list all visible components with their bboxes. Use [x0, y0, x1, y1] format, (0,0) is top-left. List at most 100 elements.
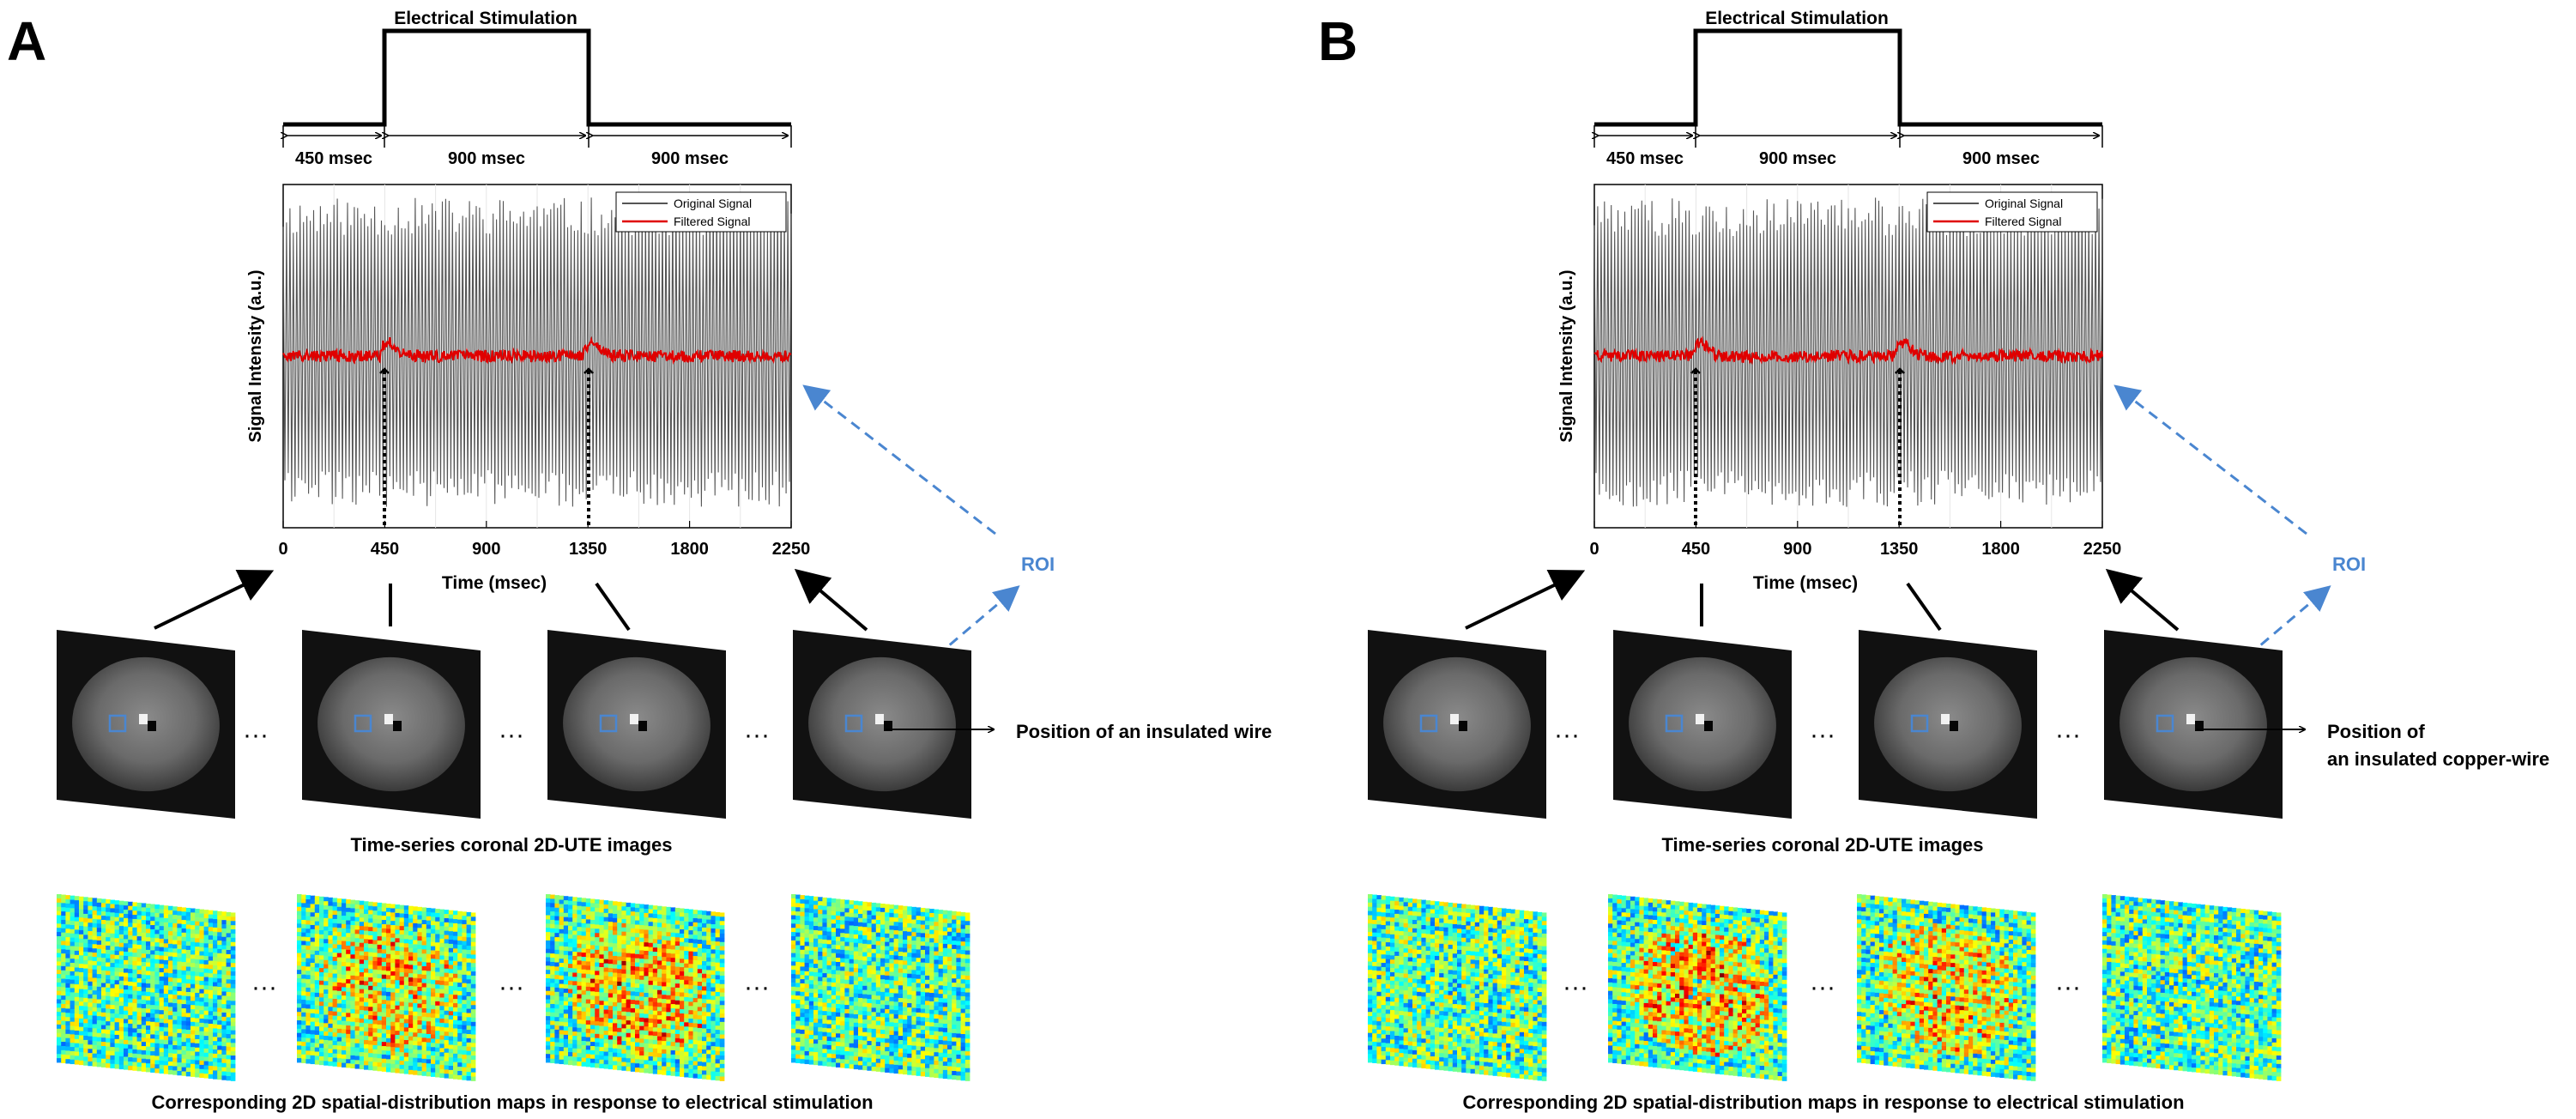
- map-pixel: [226, 995, 232, 1001]
- map-pixel: [301, 903, 306, 908]
- map-pixel: [305, 971, 311, 976]
- map-pixel: [96, 974, 102, 979]
- map-pixel: [621, 973, 626, 978]
- map-pixel: [426, 907, 432, 913]
- map-pixel: [666, 919, 671, 924]
- map-pixel: [172, 990, 178, 995]
- map-pixel: [364, 959, 369, 965]
- map-pixel: [626, 1045, 632, 1050]
- map-pixel: [568, 938, 573, 944]
- map-pixel: [639, 950, 644, 955]
- map-pixel: [657, 1040, 662, 1045]
- map-pixel: [190, 1043, 196, 1048]
- map-pixel: [684, 1073, 689, 1078]
- map-pixel: [662, 1011, 667, 1017]
- map-pixel: [163, 939, 169, 944]
- map-pixel: [635, 1042, 640, 1047]
- map-pixel: [657, 1069, 662, 1075]
- map-pixel: [444, 989, 450, 995]
- map-pixel: [408, 952, 414, 957]
- map-pixel: [195, 909, 200, 914]
- map-pixel: [114, 1018, 120, 1023]
- map-pixel: [172, 1024, 178, 1029]
- map-pixel: [395, 989, 400, 994]
- map-pixel: [118, 938, 124, 944]
- map-pixel: [585, 995, 591, 1000]
- map-pixel: [630, 941, 636, 946]
- map-pixel: [314, 971, 320, 977]
- map-pixel: [168, 1040, 173, 1045]
- map-pixel: [372, 999, 378, 1004]
- map-pixel: [719, 1059, 725, 1065]
- map-pixel: [226, 924, 232, 929]
- map-pixel: [114, 925, 120, 930]
- map-pixel: [697, 956, 703, 961]
- map-pixel: [146, 962, 151, 967]
- map-pixel: [226, 1055, 232, 1060]
- map-pixel: [230, 941, 236, 947]
- map-pixel: [399, 997, 405, 1002]
- map-pixel: [697, 952, 703, 957]
- map-pixel: [57, 957, 62, 962]
- map-pixel: [185, 1030, 191, 1035]
- map-pixel: [546, 1037, 551, 1042]
- map-pixel: [421, 991, 427, 996]
- map-pixel: [350, 1001, 355, 1006]
- map-pixel: [644, 1005, 649, 1010]
- map-pixel: [203, 1036, 209, 1041]
- map-pixel: [684, 1005, 689, 1011]
- map-pixel: [639, 1017, 644, 1023]
- map-pixel: [431, 1043, 436, 1048]
- map-pixel: [644, 925, 649, 930]
- map-pixel: [563, 967, 569, 972]
- map-pixel: [74, 984, 80, 989]
- map-pixel: [61, 970, 66, 976]
- map-pixel: [195, 1035, 200, 1040]
- map-pixel: [403, 1014, 409, 1019]
- map-pixel: [163, 959, 169, 965]
- map-pixel: [599, 1047, 604, 1052]
- map-pixel: [203, 1023, 209, 1028]
- map-pixel: [644, 934, 649, 939]
- map-pixel: [181, 1025, 187, 1030]
- map-pixel: [621, 1024, 626, 1029]
- map-pixel: [168, 1062, 173, 1067]
- map-pixel: [719, 1013, 725, 1019]
- map-pixel: [332, 990, 338, 995]
- map-pixel: [305, 1025, 311, 1031]
- map-pixel: [417, 1058, 422, 1063]
- map-pixel: [795, 911, 801, 916]
- map-pixel: [581, 910, 587, 916]
- map-pixel: [626, 986, 632, 992]
- map-pixel: [124, 1001, 129, 1007]
- map-pixel: [652, 1052, 658, 1057]
- map-pixel: [621, 1057, 626, 1062]
- map-pixel: [617, 1062, 622, 1067]
- map-pixel: [217, 965, 222, 971]
- map-pixel: [230, 1038, 236, 1043]
- map-pixel: [595, 987, 600, 993]
- map-pixel: [372, 1062, 378, 1067]
- map-pixel: [706, 990, 711, 996]
- map-pixel: [128, 935, 133, 941]
- map-pixel: [328, 1057, 333, 1062]
- map-pixel: [106, 1050, 111, 1055]
- map-pixel: [213, 986, 218, 991]
- map-pixel: [221, 1012, 227, 1018]
- map-pixel: [559, 950, 565, 955]
- map-pixel: [136, 1049, 142, 1055]
- map-pixel: [439, 977, 444, 982]
- map-pixel: [585, 990, 591, 996]
- map-pixel: [118, 913, 124, 918]
- map-pixel: [599, 1063, 604, 1068]
- map-pixel: [96, 944, 102, 950]
- map-pixel: [217, 941, 222, 946]
- map-pixel: [159, 1048, 165, 1053]
- map-pixel: [124, 926, 129, 931]
- map-pixel: [328, 1011, 333, 1016]
- map-pixel: [305, 941, 311, 947]
- map-pixel: [208, 1015, 214, 1020]
- map-pixel: [106, 1059, 111, 1064]
- map-pixel: [568, 1013, 573, 1019]
- map-pixel: [462, 983, 467, 988]
